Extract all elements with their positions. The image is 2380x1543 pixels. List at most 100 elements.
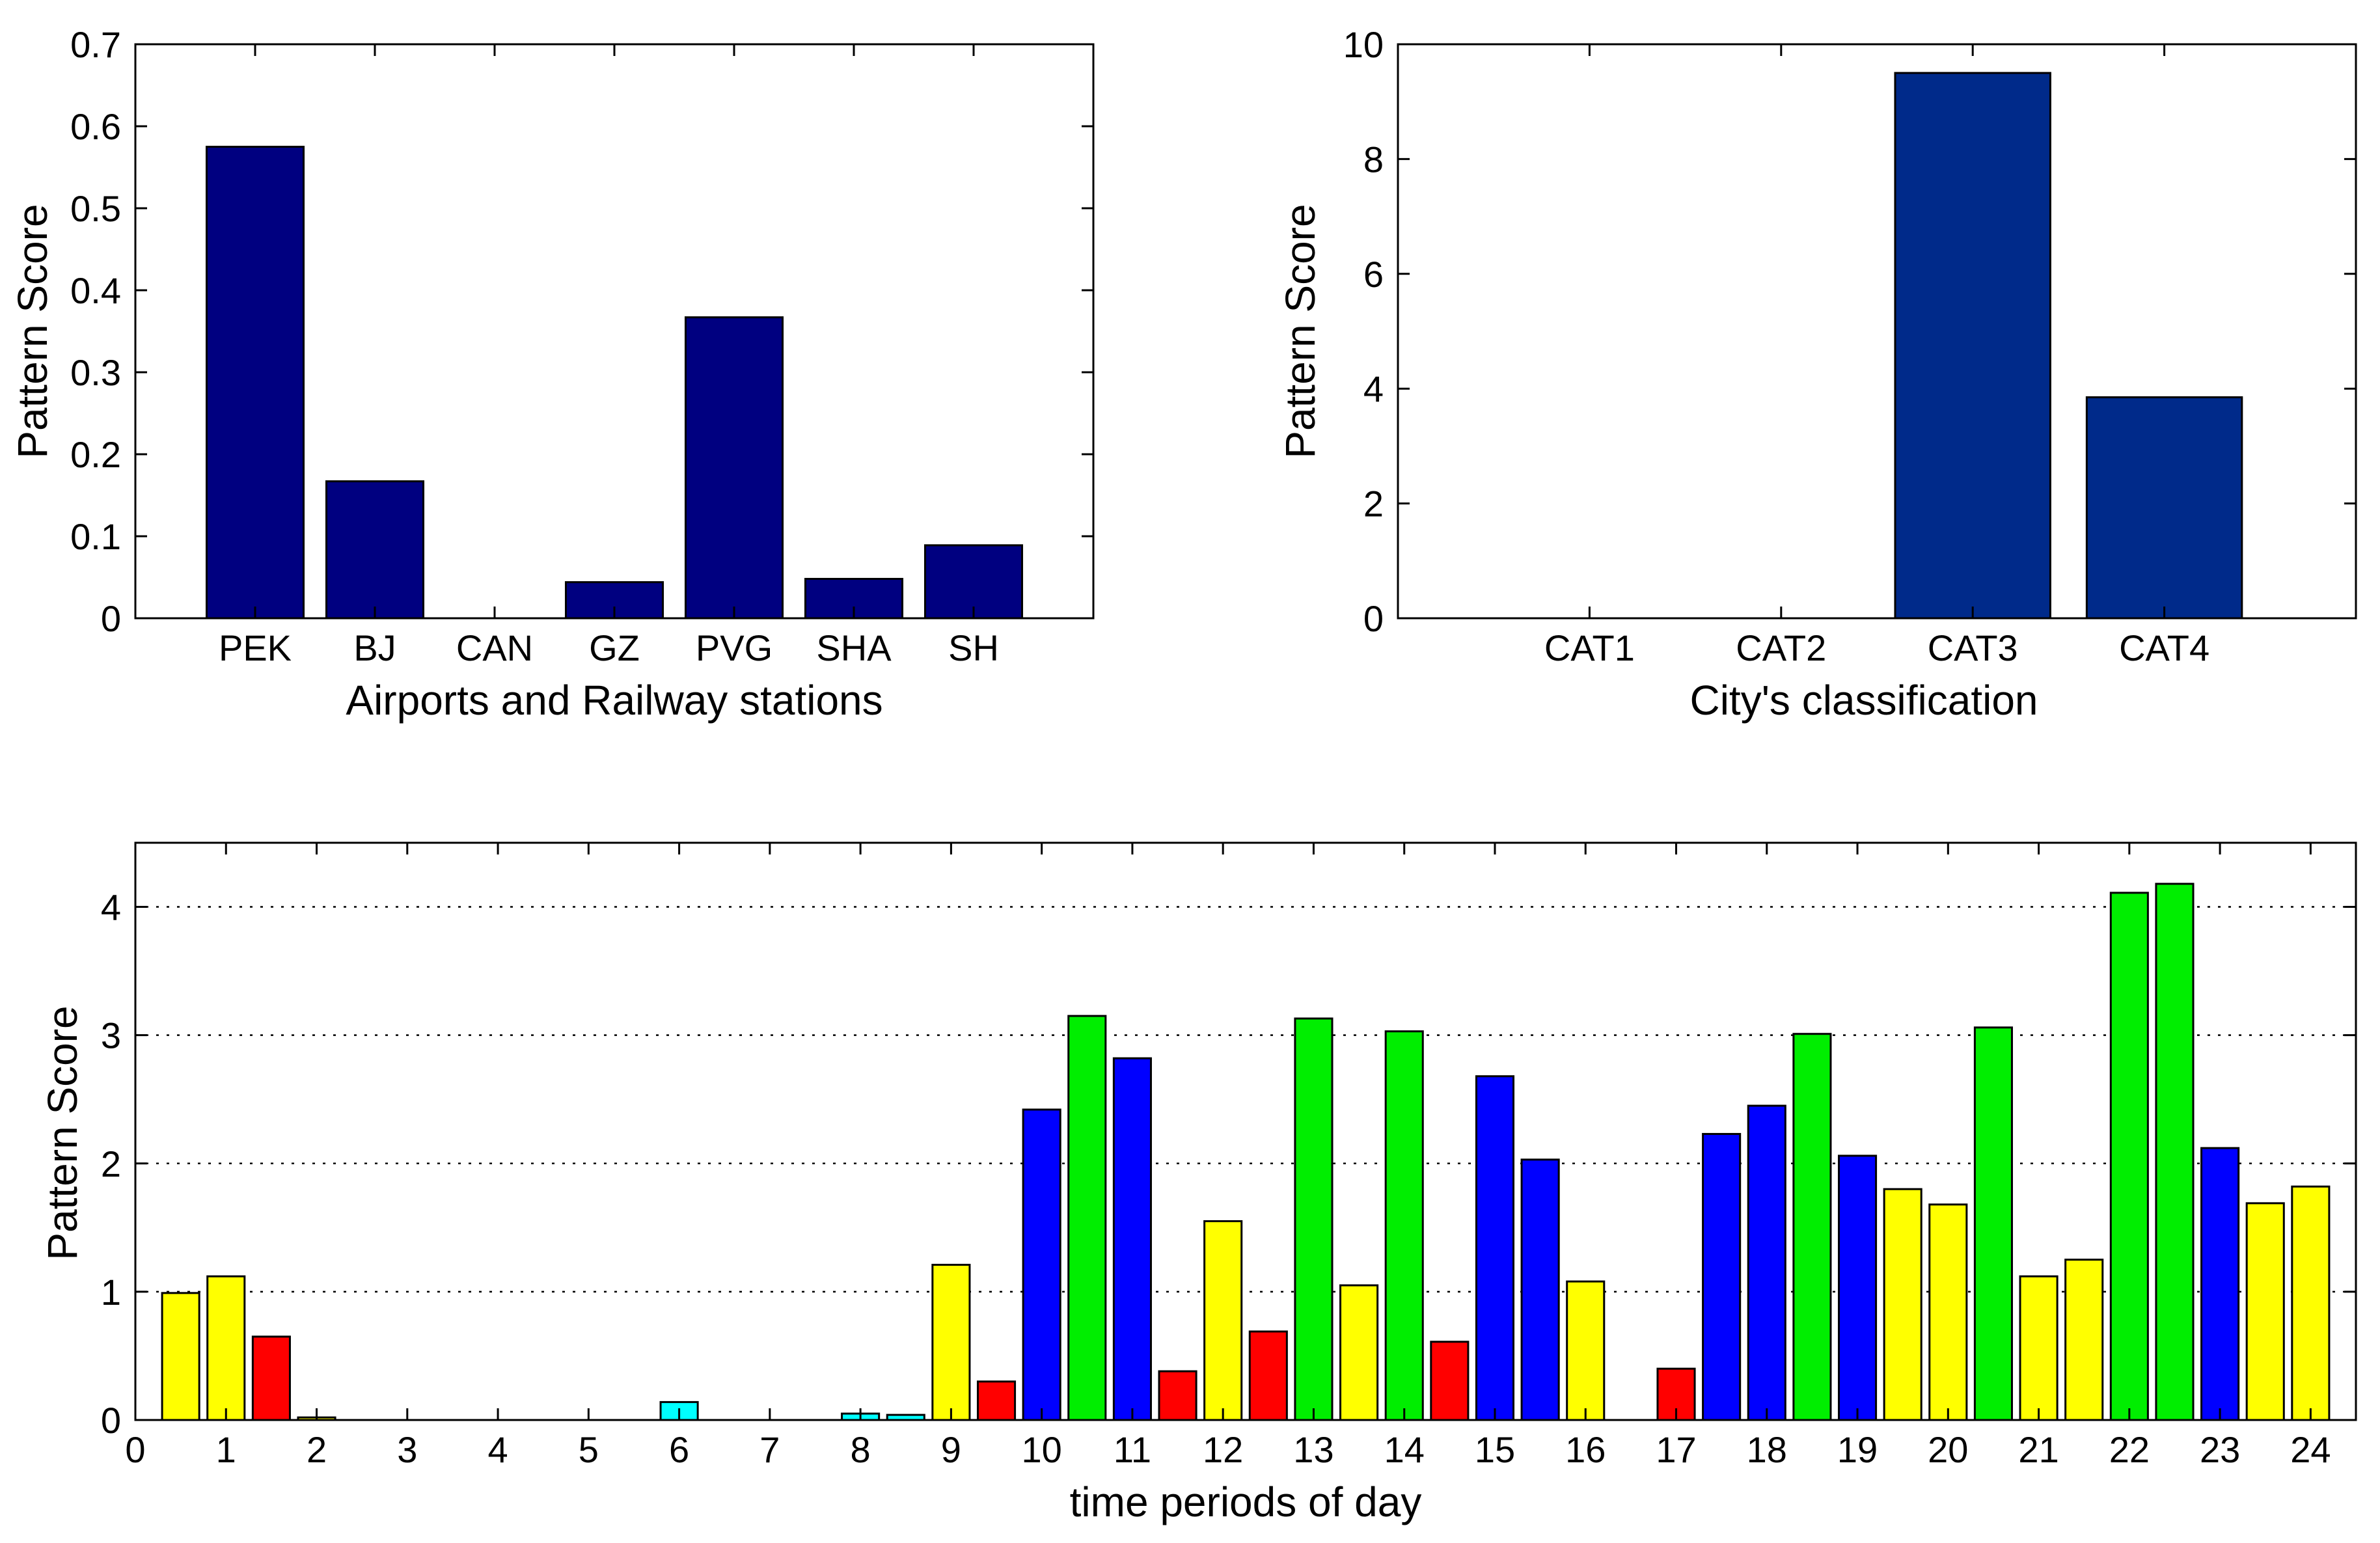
time-x-tick-label: 2 — [307, 1429, 327, 1470]
stations-x-tick-label: SH — [948, 627, 999, 668]
time-x-tick-label: 3 — [397, 1429, 417, 1470]
time-bar-23-5-yellow — [2245, 1202, 2285, 1421]
cities-x-tick-label: CAT2 — [1736, 627, 1826, 668]
time-x-tick-label: 20 — [1928, 1429, 1968, 1470]
stations-x-tick-label: BJ — [353, 627, 396, 668]
time-x-tick-label: 13 — [1293, 1429, 1334, 1470]
time-y-tick-label: 4 — [101, 887, 121, 928]
stations-y-tick-label: 0.1 — [70, 516, 121, 557]
time-bar-17-5-blue — [1702, 1132, 1742, 1421]
cities-x-tick-label: CAT1 — [1544, 627, 1635, 668]
time-x-tick-label: 7 — [759, 1429, 780, 1470]
time-y-axis-label: Pattern Score — [39, 1005, 86, 1260]
stations-x-tick-label: GZ — [589, 627, 640, 668]
cities-x-axis-label: City's classification — [1689, 677, 2038, 724]
stations-y-tick-label: 0.4 — [70, 270, 121, 311]
time-bar-9-5-red — [976, 1380, 1017, 1421]
stations-y-tick-label: 0.7 — [70, 24, 121, 65]
time-x-tick-label: 0 — [125, 1429, 145, 1470]
cities-y-tick-label: 0 — [1363, 598, 1384, 639]
time-bar-20-yellow — [1928, 1203, 1968, 1421]
time-bar-22-5-green — [2155, 882, 2195, 1421]
time-x-tick-label: 12 — [1203, 1429, 1243, 1470]
time-bar-18-blue — [1747, 1104, 1786, 1421]
time-x-tick-label: 17 — [1656, 1429, 1696, 1470]
stations-x-axis-label: Airports and Railway stations — [346, 677, 882, 724]
time-x-tick-label: 21 — [2018, 1429, 2059, 1470]
time-x-tick-label: 8 — [851, 1429, 871, 1470]
time-y-tick-label: 3 — [101, 1015, 121, 1056]
time-bar-15-blue — [1475, 1075, 1515, 1421]
cities-plot-frame — [1397, 43, 2357, 620]
chart-cities: CAT1 CAT2 CAT3 CAT4 0 2 4 6 8 10 City's classific… — [1277, 24, 2357, 724]
stations-x-tick-label: PEK — [219, 627, 292, 668]
time-bar-10-blue — [1022, 1108, 1061, 1421]
stations-bar-pvg — [684, 316, 784, 620]
time-x-tick-label: 23 — [2200, 1429, 2240, 1470]
time-x-tick-label: 18 — [1747, 1429, 1787, 1470]
time-bar-11-blue — [1112, 1057, 1152, 1421]
time-bar-23-blue — [2200, 1147, 2240, 1421]
time-x-tick-label: 22 — [2109, 1429, 2150, 1470]
time-x-tick-label: 15 — [1475, 1429, 1515, 1470]
time-x-tick-label: 5 — [579, 1429, 599, 1470]
time-bar-21-5-yellow — [2064, 1259, 2104, 1421]
chart-stations: PEK BJ CAN GZ PVG SHA SH 0 0.1 0.2 0.3 0.4 0.5 0.6 0.7… — [9, 24, 1095, 724]
time-bar-12-5-red — [1248, 1330, 1288, 1421]
time-bar-24-yellow — [2291, 1185, 2331, 1421]
cities-y-tick-label: 10 — [1343, 24, 1384, 65]
time-bar-0-5-yellow — [161, 1292, 200, 1421]
time-bar-22-green — [2109, 892, 2149, 1421]
time-bar-1-yellow — [206, 1275, 246, 1421]
time-y-tick-label: 2 — [101, 1143, 121, 1184]
time-x-tick-label: 19 — [1837, 1429, 1878, 1470]
stations-bar-pek — [205, 146, 305, 620]
time-bar-10-5-green — [1067, 1015, 1107, 1421]
time-x-tick-label: 16 — [1565, 1429, 1606, 1470]
cities-y-tick-label: 8 — [1363, 139, 1384, 180]
time-x-axis-label: time periods of day — [1070, 1479, 1422, 1525]
stations-x-tick-label: SHA — [816, 627, 892, 668]
time-x-tick-label: 4 — [487, 1429, 508, 1470]
time-bar-13-5-yellow — [1339, 1284, 1379, 1421]
time-bar-19-5-yellow — [1883, 1188, 1922, 1421]
time-x-tick-label: 14 — [1384, 1429, 1425, 1470]
time-x-tick-label: 10 — [1022, 1429, 1062, 1470]
cities-bar-cat4 — [2085, 396, 2243, 620]
time-x-tick-label: 1 — [216, 1429, 236, 1470]
time-bar-11-5-red — [1158, 1370, 1197, 1421]
cities-y-axis-label: Pattern Score — [1277, 204, 1324, 458]
time-bar-9-yellow — [931, 1263, 971, 1421]
stations-y-tick-label: 0.3 — [70, 352, 121, 393]
time-bar-18-5-green — [1792, 1033, 1832, 1421]
time-y-tick-label: 0 — [101, 1400, 121, 1441]
time-bar-16-yellow — [1566, 1280, 1606, 1421]
time-bar-20-5-green — [1973, 1026, 2013, 1421]
cities-y-tick-label: 4 — [1363, 368, 1384, 409]
stations-bar-bj — [325, 480, 425, 620]
stations-y-axis-label: Pattern Score — [9, 204, 56, 458]
time-bar-21-yellow — [2019, 1275, 2059, 1421]
stations-x-tick-label: PVG — [696, 627, 773, 668]
cities-x-tick-label: CAT4 — [2119, 627, 2209, 668]
time-plot-frame — [134, 841, 2357, 1421]
cities-bar-cat3 — [1894, 72, 2051, 620]
stations-y-tick-label: 0.5 — [70, 188, 121, 229]
time-bar-14-5-red — [1430, 1341, 1470, 1421]
time-bar-13-green — [1294, 1017, 1334, 1421]
time-bar-19-blue — [1837, 1154, 1878, 1421]
cities-y-tick-label: 6 — [1363, 254, 1384, 295]
time-x-tick-label: 9 — [941, 1429, 961, 1470]
cities-x-tick-label: CAT3 — [1928, 627, 2018, 668]
stations-y-tick-label: 0.2 — [70, 434, 121, 475]
time-bar-1-5-red — [251, 1335, 291, 1421]
time-x-tick-label: 6 — [669, 1429, 689, 1470]
stations-y-tick-label: 0 — [101, 598, 121, 639]
time-bar-15-5-blue — [1520, 1158, 1560, 1421]
stations-x-tick-label: CAN — [456, 627, 533, 668]
time-x-tick-label: 24 — [2290, 1429, 2331, 1470]
time-x-tick-label: 11 — [1114, 1429, 1151, 1470]
time-y-tick-label: 1 — [101, 1272, 121, 1313]
